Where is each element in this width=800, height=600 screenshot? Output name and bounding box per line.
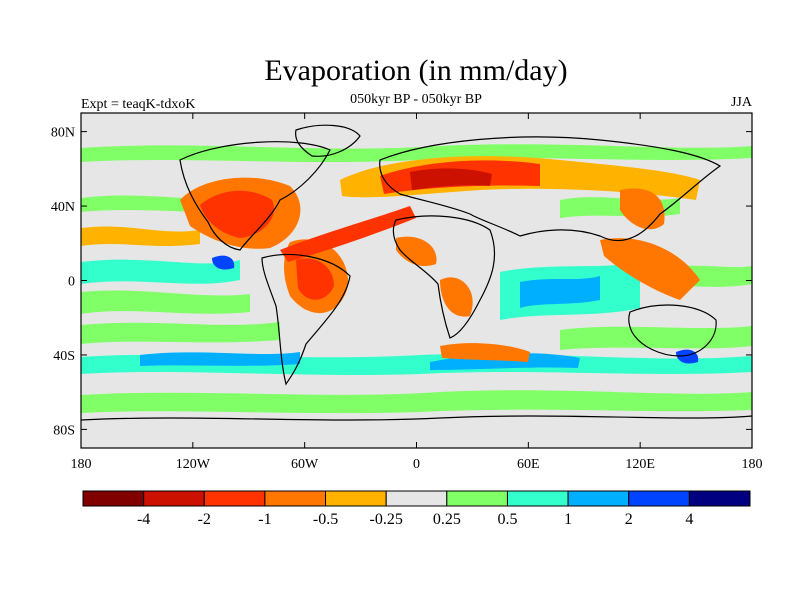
southern-ocean-band — [81, 390, 752, 414]
colorbar-swatch — [506, 490, 569, 507]
colorbar-label: 0.5 — [497, 511, 517, 528]
colorbar-swatch — [264, 490, 327, 507]
colorbar-swatch — [203, 490, 266, 507]
tropical-ocean-band — [81, 259, 240, 284]
arctic-band — [81, 144, 752, 162]
x-tick-label: 120E — [625, 457, 655, 472]
colorbar-swatch — [688, 490, 751, 507]
colorbar-label: -4 — [137, 511, 150, 528]
tasman-spot — [676, 349, 699, 364]
south-america-coast — [261, 253, 351, 386]
eurasia-anomaly — [410, 168, 492, 190]
east-pacific-spot — [212, 255, 235, 270]
x-tick-label: 180 — [742, 457, 763, 472]
south-atlantic-anomaly — [440, 343, 530, 362]
antarctica-coast — [81, 415, 752, 421]
y-tick-label: 40S — [53, 349, 75, 364]
y-tick-label: 80N — [51, 126, 75, 141]
colorbar-label: -2 — [198, 511, 211, 528]
colorbar-label: 4 — [685, 511, 693, 528]
pacific-band — [81, 226, 200, 246]
colorbar-swatch — [82, 490, 145, 507]
colorbar-label: 2 — [625, 511, 633, 528]
colorbar-swatch — [446, 490, 508, 507]
australia-coast — [628, 304, 717, 357]
colorbar: -4 -2 -1 -0.5 -0.25 0.25 0.5 1 2 4 — [82, 490, 751, 528]
y-tick-label: 40N — [51, 200, 75, 215]
x-tick-label: 60E — [517, 457, 540, 472]
africa-coast — [392, 215, 496, 339]
y-tick-label: 80S — [53, 423, 75, 438]
season-label: JJA — [731, 95, 753, 110]
coastlines — [81, 124, 752, 421]
africa-anomaly — [396, 236, 437, 267]
figure-title: Evaporation (in mm/day) — [264, 54, 567, 87]
greenland-coast — [295, 124, 361, 157]
eurasia-coast — [379, 136, 722, 242]
southern-ocean-band — [81, 322, 280, 344]
africa-anomaly — [440, 277, 473, 317]
colorbar-swatch — [628, 490, 690, 507]
colorbar-label: -1 — [258, 511, 271, 528]
x-tick-label: 0 — [413, 457, 420, 472]
north-america-coast — [179, 141, 331, 251]
colorbar-swatch — [143, 490, 205, 507]
southern-ocean-band — [140, 352, 300, 366]
axis-layer: 180 120W 60W 0 60E 120E 180 80N 40N 0 40S 80S — [51, 113, 763, 472]
north-america-anomaly — [200, 190, 274, 238]
indian-ocean-band — [520, 276, 600, 308]
colorbar-label: 1 — [564, 511, 572, 528]
colorbar-swatch — [567, 490, 630, 507]
colorbar-swatch — [385, 490, 448, 507]
x-tick-label: 180 — [71, 457, 92, 472]
colorbar-label: -0.25 — [370, 511, 403, 528]
x-tick-label: 120W — [176, 457, 211, 472]
east-asia-anomaly — [620, 188, 665, 230]
y-tick-label: 0 — [68, 275, 75, 290]
south-america-anomaly — [296, 258, 334, 300]
colorbar-label: 0.25 — [433, 511, 461, 528]
maritime-continent-anomaly — [600, 238, 700, 300]
southern-ocean-band — [560, 326, 752, 350]
colorbar-swatch — [325, 490, 387, 507]
colorbar-label: -0.5 — [313, 511, 338, 528]
tropical-ocean-band — [81, 290, 250, 314]
figure-subtitle: 050kyr BP - 050kyr BP — [350, 92, 482, 107]
experiment-label: Expt = teaqK-tdxoK — [81, 97, 195, 112]
atlantic-anomaly — [280, 206, 416, 262]
field-layer — [81, 113, 752, 448]
x-tick-label: 60W — [291, 457, 319, 472]
